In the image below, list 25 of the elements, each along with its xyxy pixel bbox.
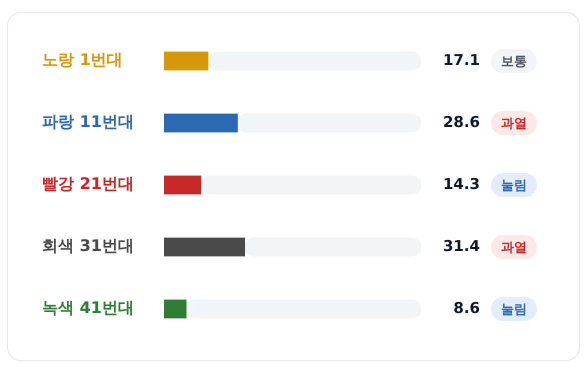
bar bbox=[208, 52, 421, 70]
data-label: 28.6 bbox=[442, 112, 480, 131]
bar bbox=[237, 114, 421, 132]
bar bbox=[164, 52, 208, 70]
bar bbox=[164, 114, 238, 132]
text: 눌림 bbox=[501, 178, 527, 194]
data-label: 31.4 bbox=[442, 236, 480, 255]
bar bbox=[164, 176, 202, 194]
y-tick-label: 빨강 21번대 bbox=[42, 174, 134, 194]
text: 과열 bbox=[501, 240, 527, 256]
text: 과열 bbox=[501, 116, 527, 132]
text: 눌림 bbox=[501, 302, 527, 318]
text: 보통 bbox=[501, 54, 527, 70]
y-tick-label: 파랑 11번대 bbox=[42, 112, 134, 132]
bar bbox=[186, 300, 421, 318]
y-tick-label: 녹색 41번대 bbox=[42, 298, 134, 318]
data-label: 17.1 bbox=[442, 50, 480, 69]
bar bbox=[164, 238, 246, 256]
data-label: 14.3 bbox=[442, 174, 480, 193]
y-tick-label: 노랑 1번대 bbox=[42, 50, 123, 70]
bar bbox=[200, 176, 421, 194]
bar bbox=[164, 300, 186, 318]
bar bbox=[244, 238, 421, 256]
y-tick-label: 회색 31번대 bbox=[42, 236, 134, 256]
data-label: 8.6 bbox=[453, 298, 480, 317]
